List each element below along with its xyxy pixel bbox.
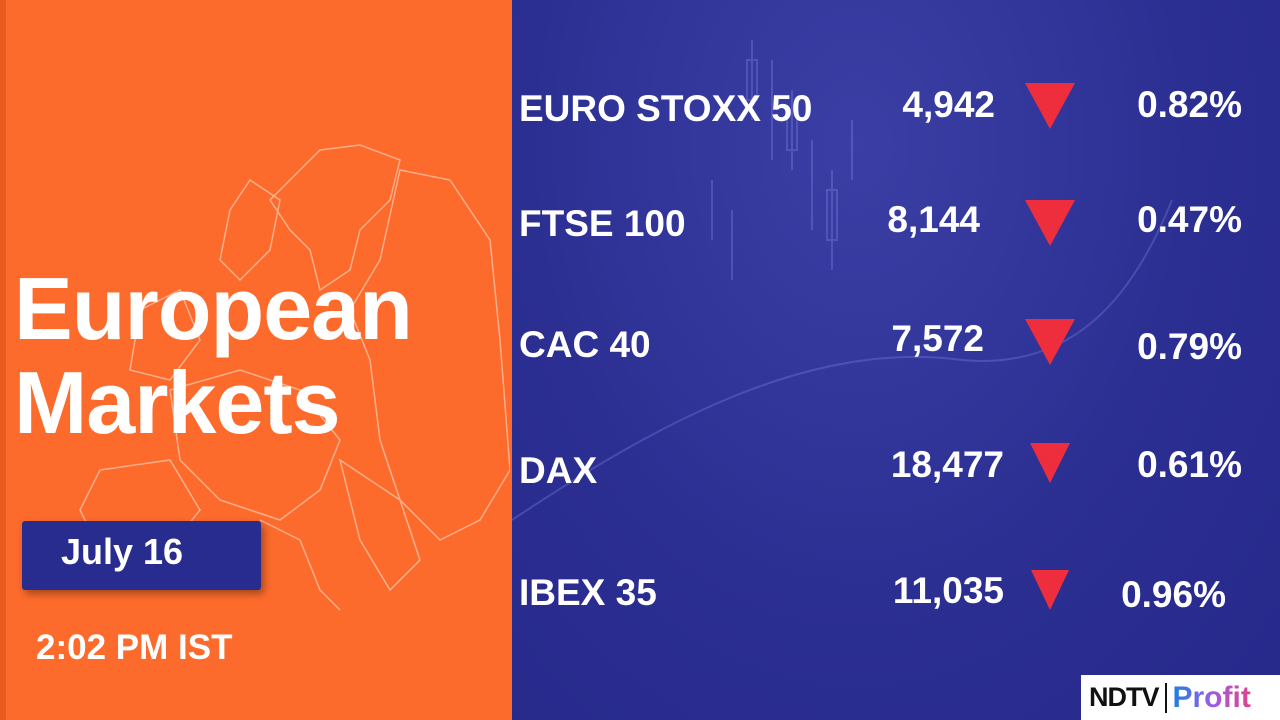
down-arrow-icon xyxy=(1025,319,1075,365)
index-name: FTSE 100 xyxy=(519,203,686,244)
index-row: IBEX 35 11,035 0.96% xyxy=(512,566,1280,626)
index-value: 11,035 xyxy=(892,570,1004,611)
index-name: CAC 40 xyxy=(519,324,651,365)
logo-product: Profit xyxy=(1172,680,1251,714)
time-text: 2:02 PM IST xyxy=(36,628,233,667)
index-change: 0.61% xyxy=(1137,444,1242,485)
candlestick-background xyxy=(512,40,1173,521)
down-arrow-icon xyxy=(1025,200,1075,246)
index-row: DAX 18,477 0.61% xyxy=(512,440,1280,500)
down-arrow-icon xyxy=(1025,83,1075,129)
index-row: CAC 40 7,572 0.79% xyxy=(512,314,1280,374)
ndtv-profit-logo: NDTV Profit xyxy=(1081,675,1280,720)
index-value: 8,144 xyxy=(887,199,980,240)
index-name: EURO STOXX 50 xyxy=(519,88,813,129)
index-change: 0.96% xyxy=(1121,574,1226,615)
index-change: 0.47% xyxy=(1137,199,1242,240)
left-panel: European Markets July 16 2:02 PM IST xyxy=(0,0,512,720)
title-line-1: European xyxy=(14,259,413,358)
down-arrow-icon xyxy=(1030,443,1070,483)
index-row: EURO STOXX 50 4,942 0.82% xyxy=(512,80,1280,140)
index-change: 0.79% xyxy=(1137,326,1242,367)
panel-edge xyxy=(0,0,6,720)
index-name: IBEX 35 xyxy=(519,572,657,613)
page-title: European Markets xyxy=(14,259,413,452)
market-table-panel: EURO STOXX 50 4,942 0.82% FTSE 100 8,144… xyxy=(512,0,1280,720)
index-value: 4,942 xyxy=(902,84,995,125)
title-line-2: Markets xyxy=(14,353,341,452)
date-badge: July 16 xyxy=(22,521,261,590)
index-value: 18,477 xyxy=(890,444,1004,485)
date-text: July 16 xyxy=(61,531,184,572)
down-arrow-icon xyxy=(1031,570,1069,610)
index-change: 0.82% xyxy=(1137,84,1242,125)
logo-divider xyxy=(1164,682,1167,713)
logo-brand: NDTV xyxy=(1089,682,1159,712)
index-row: FTSE 100 8,144 0.47% xyxy=(512,195,1280,255)
index-value: 7,572 xyxy=(891,318,984,359)
index-name: DAX xyxy=(519,450,598,491)
